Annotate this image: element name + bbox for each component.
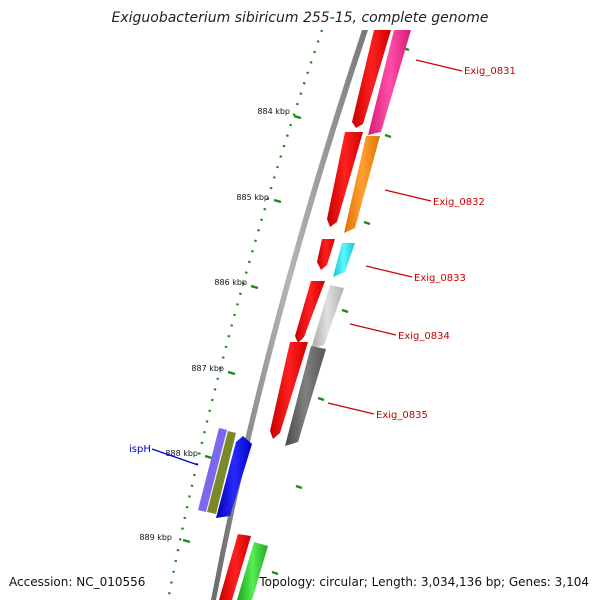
ruler-tick-884 [293,114,302,120]
gene-isph-bar-side-a [198,428,227,512]
label-exig-0835[interactable]: Exig_0835 [376,410,428,421]
ruler-tick-889 [182,538,191,544]
leader-exig-0835 [327,402,375,415]
gene-exig-0835-bar [285,346,326,446]
ruler-ticks [182,114,302,544]
label-exig-0833[interactable]: Exig_0833 [414,273,466,284]
ruler-tick-886 [250,284,259,290]
gene-exig-0833-bar [333,243,355,277]
gene-isph-bar-side-b [207,431,236,514]
forward-strand-genes [219,30,391,600]
gene-exig-0834-bar [311,285,344,349]
ruler-label-887: 887 kbp [191,364,224,373]
genome-backbone [211,30,368,600]
ruler-tick-888 [204,454,213,460]
cds-forward-0831 [352,30,391,128]
leader-isph [151,448,199,466]
cds-forward-downstream [219,534,251,600]
cds-forward-0834 [295,281,325,343]
ruler-label-889: 889 kbp [139,533,172,542]
ruler-tick-labels: 884 kbp 885 kbp 886 kbp 887 kbp 888 kbp … [139,107,290,542]
gene-downstream-green-bar [237,542,268,600]
ruler-label-886: 886 kbp [214,278,247,287]
gene-leader-lines [151,59,463,466]
ruler-label-884: 884 kbp [257,107,290,116]
leader-exig-0831 [415,59,463,72]
gene-isph-bar [216,436,252,518]
leader-exig-0833 [365,265,413,278]
label-exig-0831[interactable]: Exig_0831 [464,66,516,77]
accession-label: Accession: NC_010556 [9,575,145,589]
ruler-tick-885 [273,198,282,204]
leader-exig-0832 [384,189,432,202]
label-exig-0834[interactable]: Exig_0834 [398,331,450,342]
gene-exig-0831-bar [368,30,411,135]
topology-label: Topology: circular; Length: 3,034,136 bp… [258,575,589,589]
label-isph[interactable]: ispH [129,444,151,455]
map-title: Exiguobacterium sibiricum 255-15, comple… [111,10,488,26]
cds-forward-0833 [317,239,335,270]
annotated-genes [198,30,411,600]
cds-forward-0835 [270,342,308,439]
gene-labels: Exig_0831 Exig_0832 Exig_0833 Exig_0834 … [129,66,516,455]
ruler-label-888: 888 kbp [165,449,198,458]
cds-forward-0832 [327,132,363,227]
leader-exig-0834 [349,323,397,336]
ruler-dotted-line [166,29,324,600]
feature-tick-marks [271,46,410,576]
gene-exig-0832-bar [344,136,380,233]
label-exig-0832[interactable]: Exig_0832 [433,197,485,208]
ruler-label-885: 885 kbp [236,193,269,202]
ruler-tick-887 [227,370,236,376]
